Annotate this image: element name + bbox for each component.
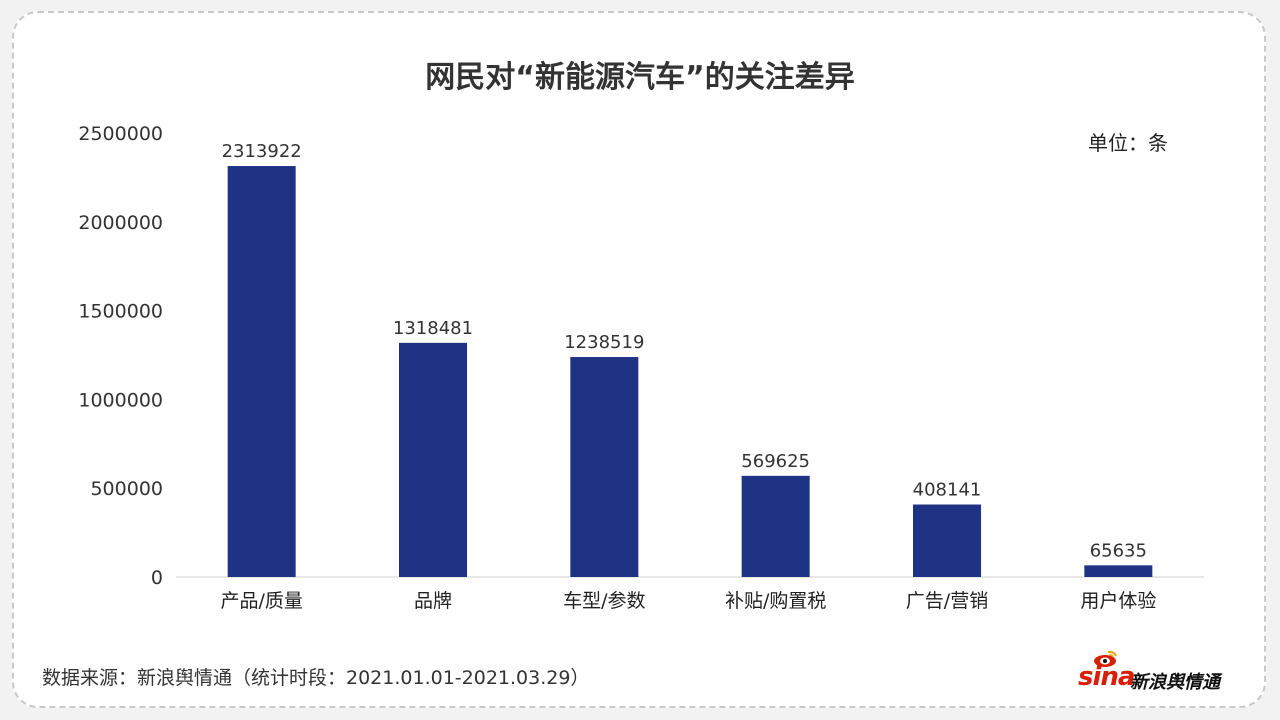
unit-label: 单位：条 xyxy=(1088,131,1168,155)
y-tick-label: 1500000 xyxy=(78,301,163,323)
data-label: 569625 xyxy=(741,451,810,472)
data-source-note: 数据来源：新浪舆情通（统计时段：2021.01.01-2021.03.29） xyxy=(42,667,590,689)
bar xyxy=(913,504,981,577)
brand-name: 新浪舆情通 xyxy=(1130,672,1220,693)
bar xyxy=(1084,565,1153,577)
x-tick-label: 产品/质量 xyxy=(220,590,302,612)
x-tick-label: 补贴/购置税 xyxy=(725,590,826,612)
sina-eye-icon xyxy=(1094,650,1117,667)
chart-title: 网民对“新能源汽车”的关注差异 xyxy=(425,60,855,95)
y-tick-label: 2500000 xyxy=(78,123,163,145)
x-tick-label: 车型/参数 xyxy=(563,590,645,612)
bar xyxy=(227,166,296,577)
bar xyxy=(570,357,639,577)
data-label: 2313922 xyxy=(222,141,302,162)
bar xyxy=(399,342,467,577)
data-label: 408141 xyxy=(913,480,982,501)
y-tick-label: 1000000 xyxy=(78,389,163,411)
data-label: 65635 xyxy=(1090,540,1147,561)
y-tick-label: 0 xyxy=(151,567,163,589)
data-label: 1238519 xyxy=(564,332,644,353)
sina-wordmark: sina xyxy=(1078,662,1135,692)
sina-yuqingtong-logo: sina 新浪舆情通 xyxy=(1072,650,1240,694)
x-tick-label: 品牌 xyxy=(414,590,452,612)
y-tick-label: 2000000 xyxy=(78,212,163,234)
data-label: 1318481 xyxy=(393,318,473,339)
y-tick-label: 500000 xyxy=(90,478,163,500)
x-tick-label: 广告/营销 xyxy=(906,590,988,612)
x-tick-label: 用户体验 xyxy=(1080,590,1156,612)
chart-card xyxy=(12,11,1266,708)
bar xyxy=(741,475,810,577)
